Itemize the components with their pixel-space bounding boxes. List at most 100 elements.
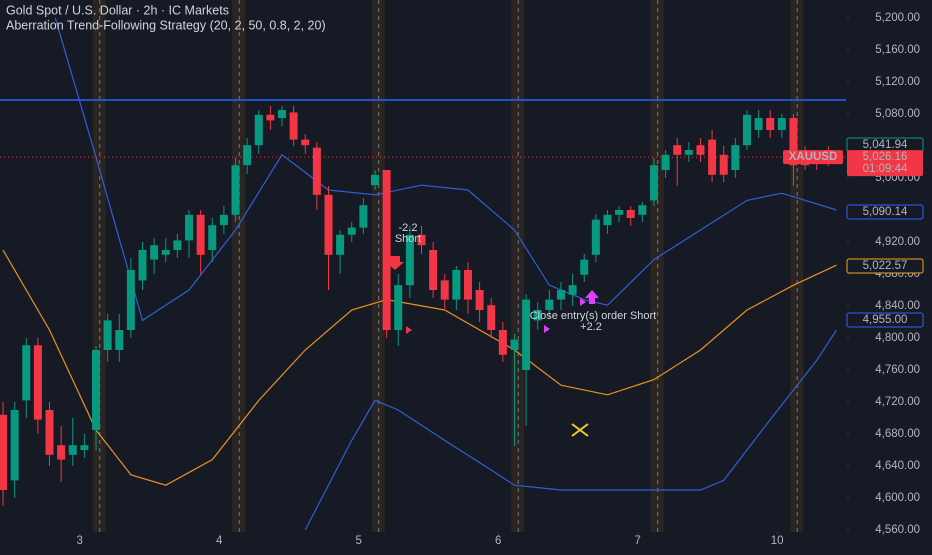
candle-body xyxy=(742,114,751,146)
countdown: 01:09:44 xyxy=(863,163,908,175)
candle-body xyxy=(33,345,42,420)
candle-body xyxy=(243,145,252,166)
candle-body xyxy=(463,270,472,300)
last-price-label: 5,026.16 xyxy=(863,151,908,163)
candle-body xyxy=(615,210,624,215)
cross-marker xyxy=(571,423,589,437)
symbol-tag xyxy=(783,150,843,165)
price-label: 5,090.14 xyxy=(863,206,908,218)
candle-body xyxy=(0,414,8,490)
indicator-line xyxy=(304,329,838,531)
candle-body xyxy=(370,174,379,186)
price-label-box xyxy=(846,204,924,220)
candle-body xyxy=(266,114,275,121)
candle-body xyxy=(22,345,31,401)
y-tick-label: 4,760.00 xyxy=(875,364,920,376)
candle-body xyxy=(161,250,170,255)
candle-body xyxy=(405,234,414,286)
candle-body xyxy=(115,330,124,350)
session-breaks xyxy=(92,0,804,532)
y-tick-label: 5,080.00 xyxy=(875,108,920,120)
symbol-label: XAUUSD xyxy=(789,151,838,163)
y-tick-label: 5,120.00 xyxy=(875,76,920,88)
candle-body xyxy=(126,270,135,330)
candle-body xyxy=(440,280,449,300)
candle-body xyxy=(603,214,612,226)
candle-body xyxy=(626,210,635,218)
exit-text: Close entry(s) order Short xyxy=(530,310,657,322)
price-label: 5,041.94 xyxy=(863,139,908,151)
price-label: 5,022.57 xyxy=(863,260,908,272)
y-tick-label: 4,840.00 xyxy=(875,300,920,312)
y-tick-label: 4,680.00 xyxy=(875,428,920,440)
candle-body xyxy=(92,350,101,430)
candle-body xyxy=(638,205,647,215)
candle-body xyxy=(510,339,519,350)
candle-body xyxy=(498,330,507,355)
y-tick-label: 4,800.00 xyxy=(875,332,920,344)
short-entry-arrow xyxy=(386,256,404,270)
candle-body xyxy=(731,145,740,170)
signal-marker xyxy=(544,325,550,333)
candle-body xyxy=(591,219,600,255)
candle-body xyxy=(487,305,496,330)
candle-body xyxy=(301,139,310,146)
candle-body xyxy=(719,154,728,175)
candle-body xyxy=(324,194,333,255)
candle-body xyxy=(347,227,356,235)
x-tick-label: 4 xyxy=(216,535,223,547)
candle-body xyxy=(312,147,321,195)
candle-body xyxy=(533,310,542,321)
candle-body xyxy=(475,290,484,310)
y-tick-label: 4,640.00 xyxy=(875,460,920,472)
candle-body xyxy=(429,250,438,290)
exit-value: +2.2 xyxy=(580,321,602,333)
price-label: 4,955.00 xyxy=(863,314,908,326)
candle-body xyxy=(580,259,589,275)
candle-body xyxy=(417,234,426,246)
candle-body xyxy=(185,214,194,241)
candle-body xyxy=(57,445,66,460)
signal-marker xyxy=(406,326,412,334)
candle-body xyxy=(80,445,89,450)
indicator-line xyxy=(54,17,837,322)
candle-body xyxy=(754,118,763,130)
x-tick-label: 10 xyxy=(771,535,784,547)
indicator-title: Aberration Trend-Following Strategy (20,… xyxy=(6,18,326,32)
y-tick-label: 5,160.00 xyxy=(875,44,920,56)
candle-body xyxy=(568,285,577,295)
candle-body xyxy=(278,110,286,118)
candle-body xyxy=(173,240,182,250)
candle-body xyxy=(208,225,217,250)
axes: 5,200.005,160.005,120.005,080.005,040.00… xyxy=(77,12,924,547)
candle-body xyxy=(382,170,391,330)
candle-body xyxy=(254,114,263,146)
candle-body xyxy=(359,205,368,228)
y-tick-label: 4,560.00 xyxy=(875,524,920,536)
candle-body xyxy=(68,445,77,455)
signal-marker xyxy=(580,298,586,306)
candle-body xyxy=(696,145,705,155)
candle-body xyxy=(150,245,159,260)
candle-body xyxy=(789,118,798,166)
y-tick-label: 4,720.00 xyxy=(875,396,920,408)
close-short-arrow xyxy=(585,290,599,304)
x-tick-label: 7 xyxy=(634,535,640,547)
candle-body xyxy=(673,145,682,155)
candle-body xyxy=(661,154,670,170)
candle-body xyxy=(649,165,658,201)
candle-body xyxy=(10,410,19,481)
candle-body xyxy=(196,214,205,255)
price-label-box xyxy=(846,258,924,274)
x-tick-label: 5 xyxy=(356,535,362,547)
candle-body xyxy=(45,410,54,455)
entry-value: -2.2 xyxy=(399,222,418,234)
y-tick-label: 5,200.00 xyxy=(875,12,920,24)
candle-body xyxy=(777,118,786,130)
candle-body xyxy=(103,320,112,350)
candle-body xyxy=(336,234,345,255)
price-label-box xyxy=(846,312,924,328)
candle-body xyxy=(708,139,717,175)
candle-body xyxy=(522,299,531,370)
